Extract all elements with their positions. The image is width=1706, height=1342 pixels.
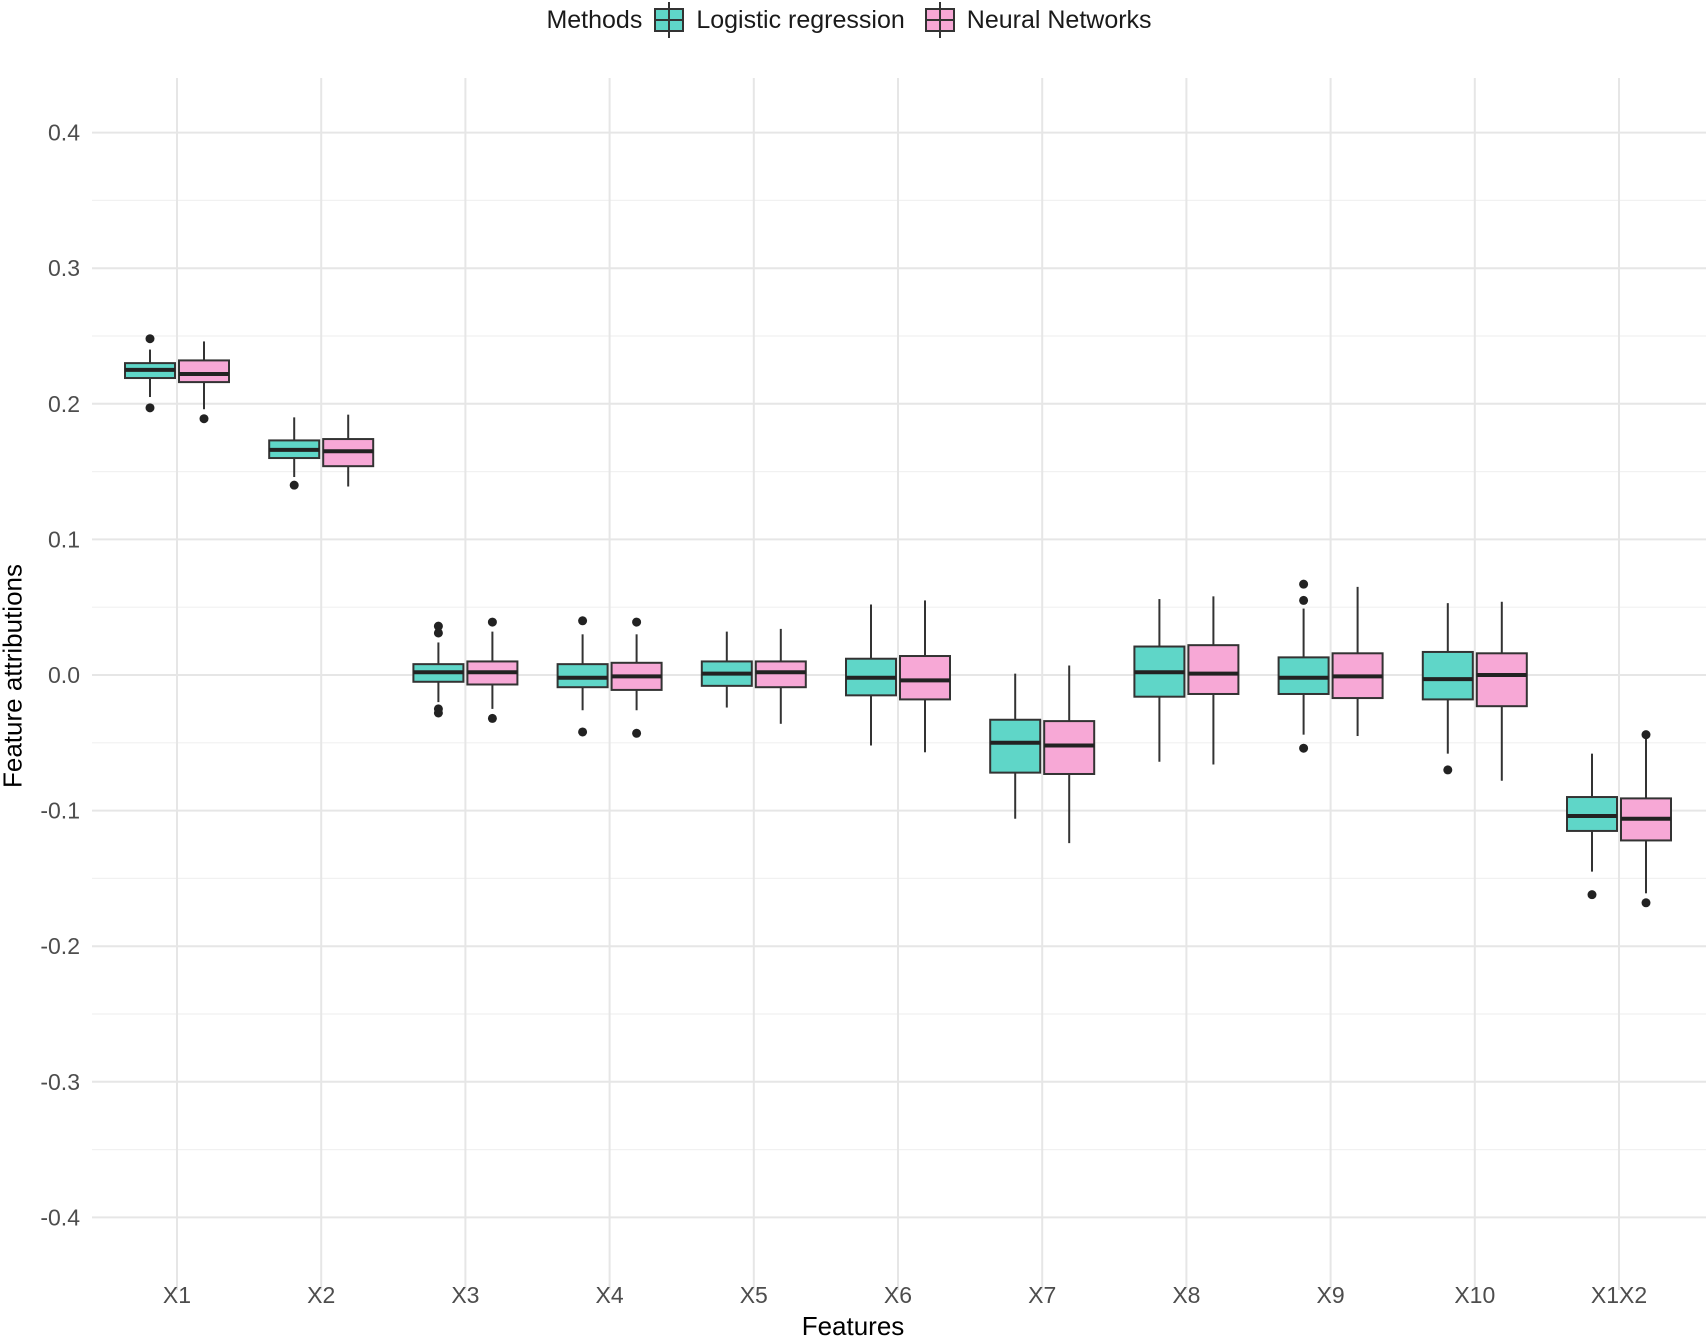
outlier-point [433, 708, 443, 718]
outlier-point [632, 728, 642, 738]
outlier-point [578, 727, 588, 737]
legend-label-neural-networks: Neural Networks [966, 5, 1152, 34]
x-tick-label: X4 [596, 1282, 624, 1308]
box-neural-networks-x4 [610, 617, 663, 738]
legend: Methods Logistic regression Neural Netwo… [0, 0, 1706, 40]
box-neural-networks-x6 [899, 600, 951, 753]
box-neural-networks-x10 [1475, 601, 1528, 781]
box-logistic-regression-x8 [1133, 599, 1186, 762]
x-tick-label: X10 [1454, 1282, 1495, 1308]
box-neural-networks-x1 [178, 341, 230, 424]
outlier-point [145, 334, 155, 344]
legend-title: Methods [546, 5, 643, 34]
legend-item-logistic-regression: Logistic regression [654, 5, 905, 35]
outlier-point [578, 616, 588, 626]
y-tick-label: 0.4 [48, 120, 80, 146]
box-body [1187, 644, 1240, 695]
box-logistic-regression-x6 [845, 604, 897, 746]
box-body [178, 359, 230, 384]
y-tick-label: -0.1 [40, 798, 80, 824]
box-body [989, 718, 1042, 774]
legend-key-logistic-regression [654, 8, 685, 32]
x-tick-labels: X1 X2 X3 X4 X5 X6 X7 X8 X9 X10 X1X2 [163, 1282, 1647, 1308]
legend-key-neural-networks [924, 8, 955, 32]
legend-label-logistic-regression: Logistic regression [696, 5, 905, 34]
box-body [556, 663, 609, 689]
outlier-point [1299, 579, 1309, 589]
box-logistic-regression-x1x2 [1566, 753, 1618, 900]
outlier-point [433, 621, 443, 631]
y-tick-label: -0.3 [40, 1069, 80, 1095]
outlier-point [1443, 765, 1453, 775]
box-neural-networks-x3 [466, 617, 519, 723]
box-neural-networks-x8 [1187, 596, 1240, 765]
outlier-point [1641, 898, 1651, 908]
x-axis-label: Features [801, 1311, 905, 1341]
x-tick-label: X9 [1317, 1282, 1345, 1308]
y-tick-label: -0.4 [40, 1204, 80, 1230]
box-neural-networks-x7 [1043, 665, 1096, 844]
outlier-point [487, 617, 497, 627]
box-logistic-regression-x5 [700, 631, 753, 708]
box-logistic-regression-x4 [556, 616, 609, 737]
outlier-point [1641, 730, 1651, 740]
x-tick-label: X3 [451, 1282, 479, 1308]
box-body [1475, 652, 1528, 708]
y-tick-label: 0.2 [48, 391, 80, 417]
y-tick-labels: 0.4 0.3 0.2 0.1 0.0 -0.1 -0.2 -0.3 -0.4 [40, 120, 80, 1231]
x-tick-label: X8 [1172, 1282, 1200, 1308]
box-neural-networks-x5 [754, 628, 807, 724]
box-layer [124, 334, 1672, 908]
box-neural-networks-x1x2 [1620, 730, 1672, 908]
box-logistic-regression-x9 [1277, 579, 1330, 753]
outlier-point [487, 713, 497, 723]
x-tick-label: X7 [1028, 1282, 1056, 1308]
box-logistic-regression-x7 [989, 673, 1042, 819]
box-body [1043, 720, 1096, 775]
box-body [1566, 796, 1618, 832]
box-neural-networks-x2 [322, 414, 375, 487]
x-tick-label: X6 [884, 1282, 912, 1308]
legend-item-neural-networks: Neural Networks [924, 5, 1152, 35]
box-body [1277, 656, 1330, 695]
box-neural-networks-x9 [1331, 586, 1384, 737]
x-tick-label: X5 [740, 1282, 768, 1308]
outlier-point [1587, 890, 1597, 900]
outlier-point [289, 480, 299, 490]
outlier-point [199, 414, 209, 424]
outlier-point [632, 617, 642, 627]
y-tick-label: 0.1 [48, 526, 80, 552]
outlier-point [1299, 595, 1309, 605]
box-body [899, 655, 951, 701]
x-tick-label: X1 [163, 1282, 191, 1308]
y-tick-label: -0.2 [40, 933, 80, 959]
box-logistic-regression-x1 [124, 334, 176, 413]
x-tick-label: X2 [307, 1282, 335, 1308]
x-tick-label: X1X2 [1591, 1282, 1647, 1308]
y-tick-label: 0.0 [48, 662, 80, 688]
box-body [754, 660, 807, 689]
outlier-point [145, 403, 155, 413]
box-logistic-regression-x10 [1421, 603, 1474, 775]
box-logistic-regression-x2 [268, 417, 321, 490]
y-tick-label: 0.3 [48, 255, 80, 281]
box-body [1421, 650, 1474, 701]
outlier-point [433, 628, 443, 638]
y-axis-label: Feature attributions [0, 563, 28, 789]
box-logistic-regression-x3 [412, 621, 465, 718]
outlier-point [1299, 743, 1309, 753]
